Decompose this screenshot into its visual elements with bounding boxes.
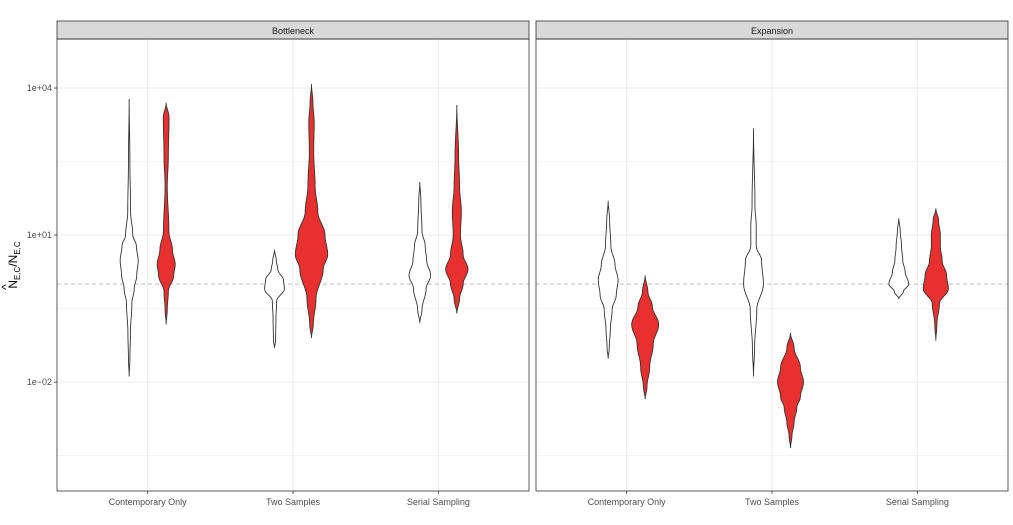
y-axis-label-main: N — [6, 280, 20, 289]
panel-expansion: Expansion Contemporary Only Two Samples Ser… — [535, 20, 1009, 507]
violin-bottleneck-contemporary-only-red — [156, 102, 176, 325]
violin-expansion-two-samples-white — [743, 128, 764, 377]
violin-bottleneck-two-samples-red — [294, 84, 329, 338]
y-axis-label-sub2: E,C — [13, 241, 22, 255]
y-tick-label: 1e+04 — [27, 83, 52, 93]
y-axis-label: NE,C/NE,C — [6, 241, 22, 289]
x-tick-label: Two Samples — [266, 497, 321, 507]
violin-bottleneck-contemporary-only-white — [119, 98, 139, 377]
violin-expansion-contemporary-only-white — [597, 200, 619, 359]
y-axis-label-hat: ^ — [0, 284, 13, 290]
violin-bottleneck-serial-sampling-red — [445, 105, 469, 314]
y-tick-label: 1e−02 — [27, 377, 52, 387]
x-tick-label: Serial Sampling — [407, 497, 470, 507]
x-tick-label: Contemporary Only — [109, 497, 188, 507]
panel-title: Expansion — [751, 26, 793, 36]
violin-bottleneck-two-samples-white — [264, 249, 285, 348]
x-tick-label: Contemporary Only — [588, 497, 667, 507]
violin-expansion-contemporary-only-red — [631, 275, 660, 400]
panel-bottleneck: Bottleneck Contemporary Only Two Samples Se… — [56, 20, 530, 507]
violin-bottleneck-serial-sampling-white — [408, 182, 432, 324]
y-axis-label-sep: /N — [6, 255, 20, 267]
y-axis-label-sub1: E,C — [13, 266, 22, 280]
violin-expansion-two-samples-red — [777, 333, 804, 449]
panel-title: Bottleneck — [272, 26, 315, 36]
violin-expansion-serial-sampling-red — [922, 208, 949, 341]
x-tick-label: Two Samples — [745, 497, 800, 507]
x-tick-label: Serial Sampling — [886, 497, 949, 507]
violin-expansion-serial-sampling-white — [888, 218, 910, 299]
y-tick-label: 1e+01 — [27, 230, 52, 240]
